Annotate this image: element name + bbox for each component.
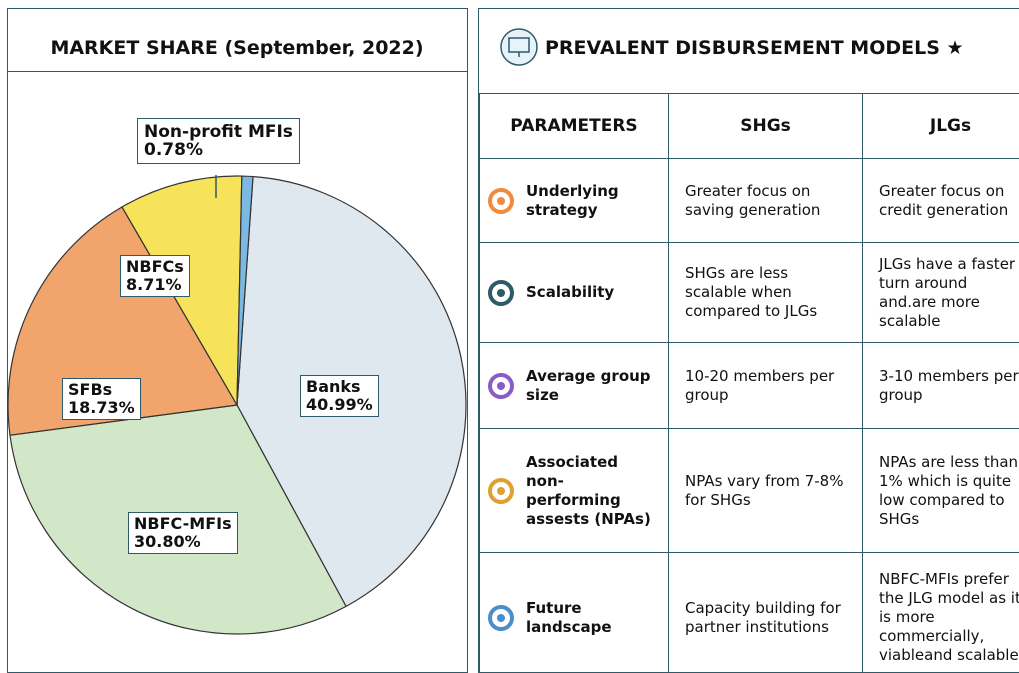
table-cell: Average group size xyxy=(479,343,669,429)
table-cell: Underlying strategy xyxy=(479,159,669,243)
pie-slice xyxy=(236,175,254,406)
row-icon xyxy=(488,477,514,504)
table-cell: Greater focus on credit generation xyxy=(863,159,1019,243)
table-cell: Scalability xyxy=(479,243,669,343)
cell-text: 3-10 members per group xyxy=(879,366,1019,404)
table-cell: NPAs vary from 7-8% for SHGs xyxy=(669,429,863,553)
cell-text: Greater focus on saving generation xyxy=(685,181,821,219)
models-panel: PREVALENT DISBURSEMENT MODELS ★ PARAMETE… xyxy=(478,8,1019,673)
cell-text: JLGs have a faster turn around and.are m… xyxy=(879,254,1016,330)
slice-label: Non-profit MFIs 0.78% xyxy=(137,118,300,164)
cell-text: NBFC-MFIs prefer the JLG model as it is … xyxy=(879,570,1019,664)
divider xyxy=(8,71,467,72)
cell-text: Future landscape xyxy=(526,598,612,636)
row-icon xyxy=(488,604,514,631)
slice-value: 8.71% xyxy=(126,275,182,294)
cell-text: SHGs are less scalable when compared to … xyxy=(685,264,818,320)
table-cell: 3-10 members per group xyxy=(863,343,1019,429)
cell-text: Average group size xyxy=(526,366,651,404)
panel-title: MARKET SHARE (September, 2022) xyxy=(50,37,424,59)
table-cell: NPAs are less than 1% which is quite low… xyxy=(863,429,1019,553)
slice-name: NBFC-MFIs xyxy=(134,514,232,533)
table-cell: Future landscape xyxy=(479,553,669,672)
slice-label: Banks 40.99% xyxy=(300,375,379,417)
slice-value: 18.73% xyxy=(68,398,135,417)
cell-text: JLGs xyxy=(929,115,972,136)
table-cell: PARAMETERS xyxy=(479,93,669,159)
cell-text: SHGs xyxy=(740,115,791,136)
cell-text: 10-20 members per group xyxy=(685,366,835,404)
cell-text: NPAs vary from 7-8% for SHGs xyxy=(685,471,844,509)
cell-text: NPAs are less than 1% which is quite low… xyxy=(879,452,1019,528)
row-icon xyxy=(488,372,514,399)
cell-text: Scalability xyxy=(526,283,615,301)
row-icon xyxy=(488,279,514,306)
cell-text: PARAMETERS xyxy=(510,115,638,136)
table-cell: Greater focus on saving generation xyxy=(669,159,863,243)
cell-text: Underlying strategy xyxy=(526,181,619,219)
pie-chart xyxy=(7,175,467,635)
table-cell: JLGs xyxy=(863,93,1019,159)
cell-text: Greater focus on credit generation xyxy=(879,181,1009,219)
panel-title: PREVALENT DISBURSEMENT MODELS ★ xyxy=(545,37,964,59)
cell-text: Associated non-performing assests (NPAs) xyxy=(526,452,651,528)
table-cell: JLGs have a faster turn around and.are m… xyxy=(863,243,1019,343)
slice-name: Non-profit MFIs xyxy=(144,122,293,142)
slice-value: 40.99% xyxy=(306,395,373,414)
table-cell: NBFC-MFIs prefer the JLG model as it is … xyxy=(863,553,1019,672)
table-cell: SHGs xyxy=(669,93,863,159)
title-icon xyxy=(500,28,538,66)
slice-value: 30.80% xyxy=(134,532,201,551)
table-cell: Capacity building for partner institutio… xyxy=(669,553,863,672)
table-cell: 10-20 members per group xyxy=(669,343,863,429)
table-cell: Associated non-performing assests (NPAs) xyxy=(479,429,669,553)
slice-label: SFBs 18.73% xyxy=(62,378,141,420)
slice-label: NBFCs 8.71% xyxy=(120,255,190,297)
slice-value: 0.78% xyxy=(144,140,203,160)
cell-text: Capacity building for partner institutio… xyxy=(685,598,841,636)
slice-name: Banks xyxy=(306,377,361,396)
slice-name: SFBs xyxy=(68,380,113,399)
table-cell: SHGs are less scalable when compared to … xyxy=(669,243,863,343)
slice-label: NBFC-MFIs 30.80% xyxy=(128,512,238,554)
row-icon xyxy=(488,187,514,214)
slice-name: NBFCs xyxy=(126,257,184,276)
